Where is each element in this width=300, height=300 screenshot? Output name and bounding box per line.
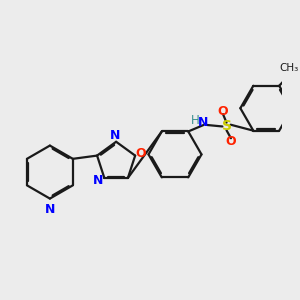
Text: N: N [198,116,209,128]
Text: O: O [135,147,146,160]
Text: H: H [191,114,200,127]
Text: S: S [221,119,232,134]
Text: O: O [226,135,236,148]
Text: O: O [218,105,228,118]
Text: CH₃: CH₃ [279,62,298,73]
Text: N: N [93,174,103,188]
Text: N: N [110,129,120,142]
Text: N: N [45,203,55,216]
